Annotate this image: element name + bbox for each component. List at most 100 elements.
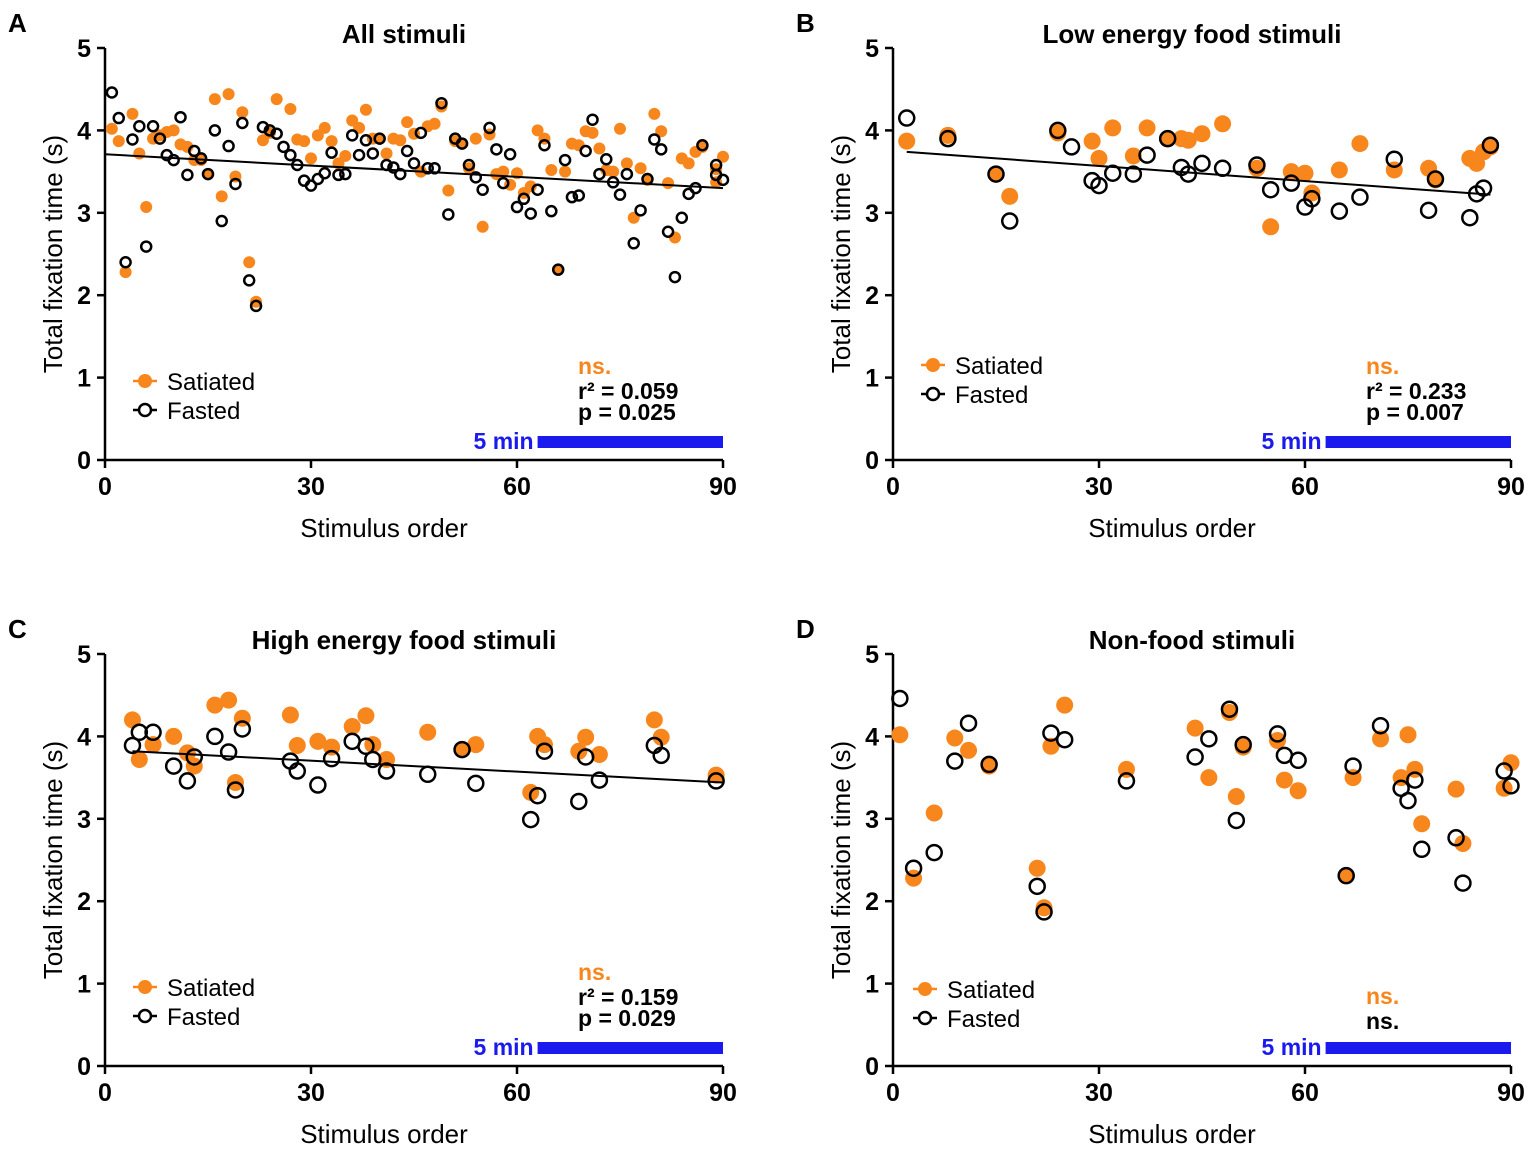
- satiated-point: [1124, 147, 1142, 165]
- regression-line: [906, 150, 1491, 196]
- y-tick-label: 5: [77, 35, 91, 63]
- fasted-point: [105, 86, 119, 99]
- legend-fasted-marker: [917, 1010, 933, 1026]
- x-tick-label: 0: [98, 1079, 112, 1107]
- legend-fasted-marker: [137, 402, 153, 418]
- satiated-point: [309, 732, 327, 750]
- fasted-point: [288, 762, 307, 780]
- fasted-point: [1227, 811, 1246, 830]
- satiated-point: [593, 142, 606, 155]
- satiated-point: [1090, 149, 1108, 167]
- satiated-point: [898, 132, 916, 150]
- fasted-point: [1220, 700, 1239, 718]
- fasted-point: [476, 183, 489, 196]
- fasted-point: [222, 139, 235, 153]
- satiated-point: [346, 114, 359, 127]
- fasted-point: [418, 765, 437, 784]
- x-tick-label: 0: [886, 473, 900, 501]
- satiated-point: [1001, 187, 1019, 205]
- y-axis-label: Total fixation time (s): [826, 135, 856, 373]
- y-tick-label: 2: [77, 282, 91, 310]
- fasted-point: [181, 168, 194, 182]
- satiated-point: [1289, 782, 1307, 800]
- fasted-point: [939, 129, 957, 148]
- fasted-point: [1412, 840, 1431, 859]
- satiated-point: [531, 124, 544, 137]
- fasted-point: [236, 116, 249, 130]
- fasted-point: [206, 727, 224, 746]
- fasted-point: [946, 752, 964, 770]
- stats-satiated: ns.: [578, 959, 611, 985]
- satiated-point: [453, 741, 471, 759]
- fasted-point: [579, 144, 592, 158]
- fasted-point: [538, 138, 551, 152]
- satiated-point: [645, 711, 663, 729]
- fasted-point: [503, 148, 517, 161]
- fasted-point: [675, 211, 689, 224]
- fasted-point: [377, 762, 396, 780]
- satiated-point: [682, 157, 695, 170]
- satiated-point: [570, 742, 588, 760]
- y-tick-label: 0: [77, 447, 91, 475]
- satiated-point: [236, 106, 249, 119]
- satiated-point: [442, 184, 455, 197]
- satiated-point: [707, 766, 725, 784]
- panel-title: All stimuli: [342, 19, 466, 49]
- fasted-point: [1268, 725, 1287, 743]
- legend-fasted-label: Fasted: [955, 382, 1028, 409]
- stats-line2: p = 0.007: [1366, 399, 1464, 425]
- satiated-point: [1413, 815, 1431, 833]
- fasted-point: [366, 147, 380, 160]
- y-tick-label: 1: [77, 971, 91, 999]
- time-bar-label: 5 min: [474, 428, 534, 454]
- fasted-point: [1303, 190, 1321, 208]
- stats-satiated: ns.: [1366, 983, 1399, 1009]
- fasted-point: [1419, 201, 1438, 220]
- fasted-point: [497, 176, 510, 190]
- fasted-point: [634, 204, 647, 217]
- stats-line1: r² = 0.059: [578, 378, 678, 404]
- x-tick-label: 30: [1085, 473, 1113, 501]
- fasted-point: [1124, 165, 1143, 183]
- regression-line: [104, 153, 724, 190]
- satiated-point: [586, 126, 599, 139]
- panel-title: Non-food stimuli: [1089, 625, 1296, 655]
- satiated-point: [343, 718, 361, 736]
- fasted-point: [325, 146, 338, 159]
- satiated-point: [614, 122, 626, 135]
- fasted-point: [1495, 762, 1513, 780]
- legend-satiated-marker: [138, 374, 152, 388]
- legend-satiated-label: Satiated: [167, 369, 255, 396]
- fasted-point: [219, 743, 238, 761]
- fasted-point: [1049, 121, 1067, 140]
- satiated-point: [291, 133, 304, 146]
- fasted-point: [1461, 208, 1479, 227]
- satiated-point: [435, 100, 448, 113]
- fasted-point: [322, 749, 341, 768]
- x-axis-label: Stimulus order: [1088, 1119, 1256, 1149]
- satiated-point: [1056, 696, 1074, 714]
- fasted-point: [394, 167, 407, 181]
- x-tick-label: 0: [98, 473, 112, 501]
- satiated-point: [130, 750, 148, 768]
- x-tick-label: 60: [1291, 473, 1319, 501]
- satiated-point: [1159, 130, 1177, 148]
- fasted-point: [1138, 146, 1156, 164]
- fasted-point: [421, 162, 434, 175]
- fasted-point: [345, 129, 359, 142]
- fasted-point: [357, 737, 375, 756]
- satiated-point: [648, 107, 661, 120]
- fasted-point: [490, 143, 503, 156]
- fasted-point: [400, 144, 414, 158]
- y-tick-label: 4: [865, 723, 879, 751]
- satiated-point: [462, 162, 475, 175]
- fasted-point: [1371, 716, 1390, 735]
- fasted-point: [572, 189, 586, 202]
- satiated-point: [419, 723, 437, 741]
- y-tick-label: 0: [865, 447, 879, 475]
- fasted-point: [414, 126, 428, 140]
- time-bar: [537, 436, 723, 448]
- fasted-point: [229, 177, 242, 191]
- fasted-point: [448, 132, 462, 145]
- satiated-point: [717, 150, 729, 163]
